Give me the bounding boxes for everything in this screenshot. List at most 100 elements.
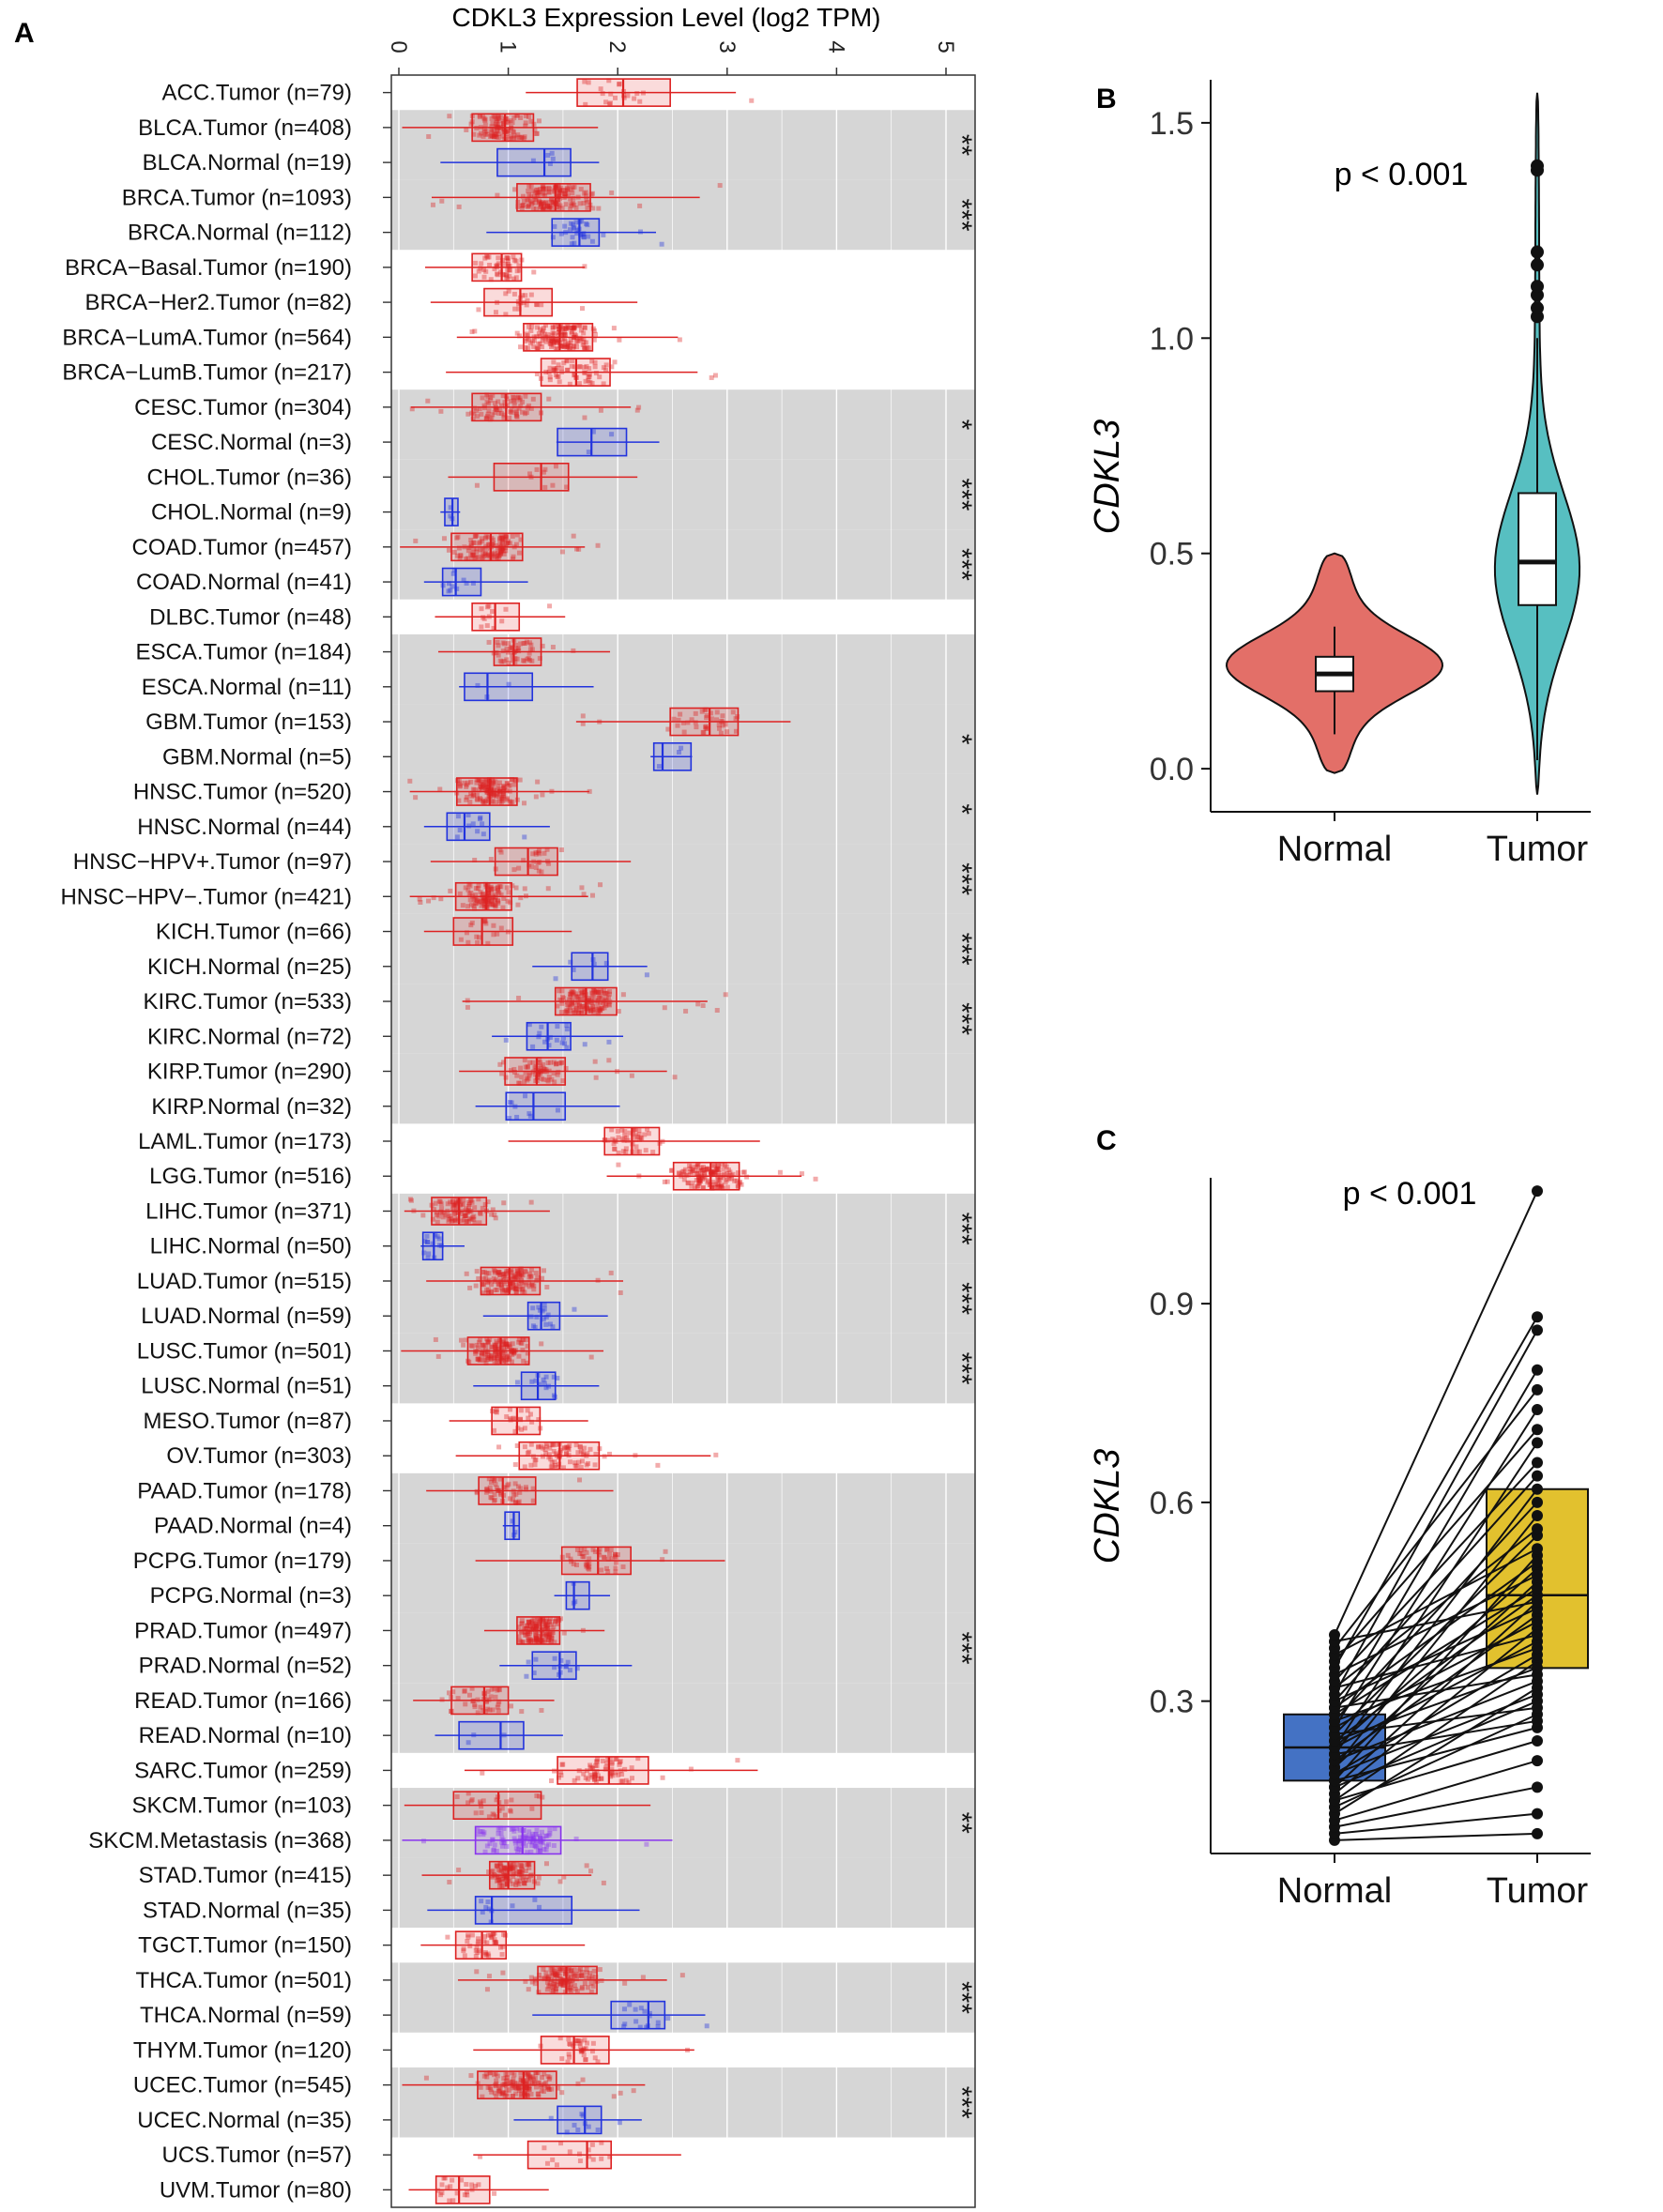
jitter-point xyxy=(515,902,521,908)
jitter-point xyxy=(623,1777,629,1783)
jitter-point xyxy=(508,1281,513,1287)
jitter-point xyxy=(460,903,465,908)
jitter-point xyxy=(487,1707,493,1713)
jitter-point xyxy=(555,1976,560,1981)
jitter-point xyxy=(562,339,568,344)
tumor-point xyxy=(1532,1629,1543,1641)
jitter-point xyxy=(510,1341,515,1347)
jitter-point xyxy=(572,1010,578,1015)
jitter-point xyxy=(482,1950,488,1956)
jitter-point xyxy=(501,1485,507,1490)
jitter-point xyxy=(479,797,484,802)
jitter-point xyxy=(508,2079,513,2084)
jitter-point xyxy=(536,1633,542,1639)
jitter-point xyxy=(545,1078,551,1084)
box-row xyxy=(423,812,550,842)
jitter-point xyxy=(492,550,497,556)
jitter-point xyxy=(597,1552,603,1558)
jitter-point xyxy=(467,883,473,889)
jitter-point xyxy=(715,1163,721,1168)
jitter-point xyxy=(533,1635,539,1640)
jitter-point xyxy=(578,232,584,237)
jitter-point xyxy=(450,1206,455,1212)
jitter-point xyxy=(587,1008,593,1014)
jitter-point xyxy=(696,1176,702,1182)
jitter-point xyxy=(530,1621,536,1626)
jitter-point xyxy=(465,939,471,945)
jitter-point xyxy=(497,269,503,275)
jitter-point xyxy=(485,1199,491,1205)
jitter-point xyxy=(564,1444,570,1450)
jitter-point xyxy=(528,198,534,204)
jitter-point xyxy=(469,920,475,925)
jitter-point xyxy=(593,1978,599,1984)
jitter-point xyxy=(548,1464,554,1470)
jitter-point xyxy=(511,1871,516,1877)
jitter-point xyxy=(529,647,535,652)
significance-marker: * xyxy=(946,420,977,431)
jitter-point xyxy=(536,1060,542,1065)
jitter-point xyxy=(512,1416,518,1422)
jitter-point xyxy=(562,223,568,229)
tumor-point xyxy=(1532,1669,1543,1681)
jitter-point xyxy=(535,779,541,785)
jitter-point xyxy=(709,716,714,722)
jitter-point xyxy=(485,940,491,946)
jitter-point xyxy=(514,532,520,538)
jitter-point xyxy=(584,1966,589,1972)
jitter-point xyxy=(469,1932,475,1938)
jitter-point xyxy=(557,1973,562,1978)
jitter-point xyxy=(536,1304,542,1310)
jitter-point xyxy=(561,1630,567,1636)
jitter-point xyxy=(472,1220,478,1226)
jitter-point xyxy=(565,1979,571,1985)
jitter-point xyxy=(465,548,471,554)
jitter-point xyxy=(519,2091,525,2097)
jitter-point xyxy=(468,1198,474,1203)
jitter-point xyxy=(568,1985,573,1991)
jitter-point xyxy=(575,994,581,999)
box-row xyxy=(401,1336,604,1365)
jitter-point xyxy=(511,782,517,787)
jitter-point xyxy=(578,1973,584,1978)
iqr-box xyxy=(516,1616,561,1645)
jitter-point xyxy=(725,1177,730,1182)
jitter-point xyxy=(546,1075,552,1080)
jitter-point xyxy=(505,1354,511,1360)
jitter-point xyxy=(536,1443,542,1449)
jitter-point xyxy=(489,133,495,139)
jitter-point xyxy=(464,784,469,789)
jitter-point xyxy=(526,2086,532,2092)
jitter-point xyxy=(477,1220,482,1226)
jitter-point xyxy=(555,1442,560,1447)
box-row xyxy=(526,78,755,107)
jitter-point xyxy=(439,2190,445,2196)
jitter-point xyxy=(716,1177,722,1182)
jitter-point xyxy=(522,1269,527,1274)
jitter-point xyxy=(503,534,509,540)
jitter-point xyxy=(430,1216,435,1222)
jitter-point xyxy=(553,367,558,373)
jitter-point xyxy=(502,533,508,539)
jitter-point xyxy=(504,1345,510,1350)
jitter-point xyxy=(565,188,571,193)
jitter-point xyxy=(662,1179,667,1184)
jitter-point xyxy=(468,902,474,908)
jitter-point xyxy=(518,2075,524,2081)
jitter-point xyxy=(511,135,516,141)
jitter-point xyxy=(500,1272,506,1277)
significance-marker: *** xyxy=(946,548,977,581)
jitter-point xyxy=(510,1281,515,1287)
jitter-point xyxy=(632,1127,637,1133)
row-label: DLBC.Tumor (n=48) xyxy=(149,604,352,630)
jitter-point xyxy=(570,185,575,191)
jitter-point xyxy=(489,129,495,134)
jitter-point xyxy=(496,897,501,903)
panel-c-y-label: CDKL3 xyxy=(1088,1449,1127,1564)
jitter-point xyxy=(481,130,487,135)
box-row xyxy=(473,2140,681,2170)
jitter-point xyxy=(547,1640,553,1645)
jitter-point xyxy=(496,899,501,905)
jitter-point xyxy=(647,2013,652,2019)
jitter-point xyxy=(596,996,602,1001)
